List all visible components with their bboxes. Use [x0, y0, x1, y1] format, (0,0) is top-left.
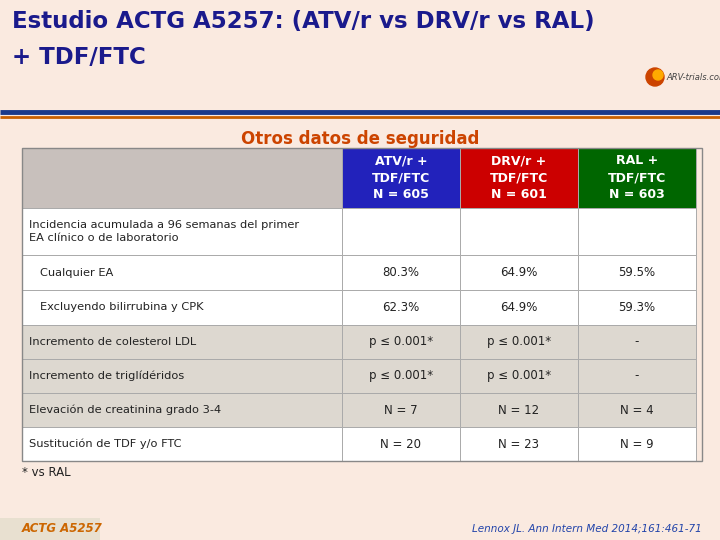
Text: Excluyendo bilirrubina y CPK: Excluyendo bilirrubina y CPK: [40, 302, 204, 313]
Bar: [578, 427, 696, 461]
Bar: [22, 148, 342, 208]
Bar: [578, 208, 696, 255]
Text: p ≤ 0.001*: p ≤ 0.001*: [369, 369, 433, 382]
Text: Otros datos de seguridad: Otros datos de seguridad: [240, 130, 480, 148]
Bar: [578, 359, 696, 393]
Bar: [22, 427, 342, 461]
Text: Incidencia acumulada a 96 semanas del primer
EA clínico o de laboratorio: Incidencia acumulada a 96 semanas del pr…: [29, 220, 299, 242]
Bar: [578, 255, 696, 290]
Bar: [22, 359, 342, 393]
Text: 59.3%: 59.3%: [618, 301, 656, 314]
Bar: [342, 393, 460, 427]
Bar: [0, 518, 100, 540]
Text: Elevación de creatinina grado 3-4: Elevación de creatinina grado 3-4: [29, 405, 221, 415]
Text: Sustitución de TDF y/o FTC: Sustitución de TDF y/o FTC: [29, 438, 181, 449]
Bar: [578, 393, 696, 427]
Text: ATV/r +
TDF/FTC
N = 605: ATV/r + TDF/FTC N = 605: [372, 154, 430, 201]
Bar: [460, 148, 578, 208]
Bar: [22, 208, 342, 255]
Text: p ≤ 0.001*: p ≤ 0.001*: [487, 335, 551, 348]
Text: * vs RAL: * vs RAL: [22, 466, 71, 479]
Text: N = 4: N = 4: [620, 403, 654, 416]
Text: N = 7: N = 7: [384, 403, 418, 416]
Text: RAL +
TDF/FTC
N = 603: RAL + TDF/FTC N = 603: [608, 154, 666, 201]
Circle shape: [646, 68, 664, 86]
Bar: [22, 255, 342, 290]
Bar: [342, 325, 460, 359]
Bar: [0, 0, 720, 115]
Text: Estudio ACTG A5257: (ATV/r vs DRV/r vs RAL): Estudio ACTG A5257: (ATV/r vs DRV/r vs R…: [12, 10, 595, 33]
Text: p ≤ 0.001*: p ≤ 0.001*: [369, 335, 433, 348]
Text: N = 12: N = 12: [498, 403, 539, 416]
Bar: [22, 290, 342, 325]
Text: Incremento de colesterol LDL: Incremento de colesterol LDL: [29, 337, 196, 347]
Text: 64.9%: 64.9%: [500, 301, 538, 314]
Bar: [460, 208, 578, 255]
Bar: [22, 393, 342, 427]
Bar: [460, 290, 578, 325]
Bar: [578, 148, 696, 208]
Bar: [342, 359, 460, 393]
Text: p ≤ 0.001*: p ≤ 0.001*: [487, 369, 551, 382]
Bar: [342, 427, 460, 461]
Text: -: -: [635, 369, 639, 382]
Text: 64.9%: 64.9%: [500, 266, 538, 279]
Text: 59.5%: 59.5%: [618, 266, 656, 279]
Text: 80.3%: 80.3%: [382, 266, 420, 279]
Bar: [22, 148, 702, 461]
Text: N = 20: N = 20: [380, 437, 421, 450]
Bar: [460, 325, 578, 359]
Text: N = 23: N = 23: [498, 437, 539, 450]
Bar: [460, 359, 578, 393]
Bar: [342, 255, 460, 290]
Text: Cualquier EA: Cualquier EA: [40, 267, 113, 278]
Bar: [460, 255, 578, 290]
Bar: [342, 148, 460, 208]
Text: N = 9: N = 9: [620, 437, 654, 450]
Bar: [22, 325, 342, 359]
Bar: [578, 290, 696, 325]
Bar: [342, 290, 460, 325]
Circle shape: [653, 70, 663, 80]
Text: + TDF/FTC: + TDF/FTC: [12, 46, 145, 69]
Text: ACTG A5257: ACTG A5257: [22, 523, 103, 536]
Text: Lennox JL. Ann Intern Med 2014;161:461-71: Lennox JL. Ann Intern Med 2014;161:461-7…: [472, 524, 702, 534]
Bar: [578, 325, 696, 359]
Text: -: -: [635, 335, 639, 348]
Text: 62.3%: 62.3%: [382, 301, 420, 314]
Text: ARV-trials.com: ARV-trials.com: [666, 72, 720, 82]
Bar: [460, 393, 578, 427]
Bar: [460, 427, 578, 461]
Text: Incremento de triglídéridos: Incremento de triglídéridos: [29, 371, 184, 381]
Bar: [342, 208, 460, 255]
Text: DRV/r +
TDF/FTC
N = 601: DRV/r + TDF/FTC N = 601: [490, 154, 548, 201]
